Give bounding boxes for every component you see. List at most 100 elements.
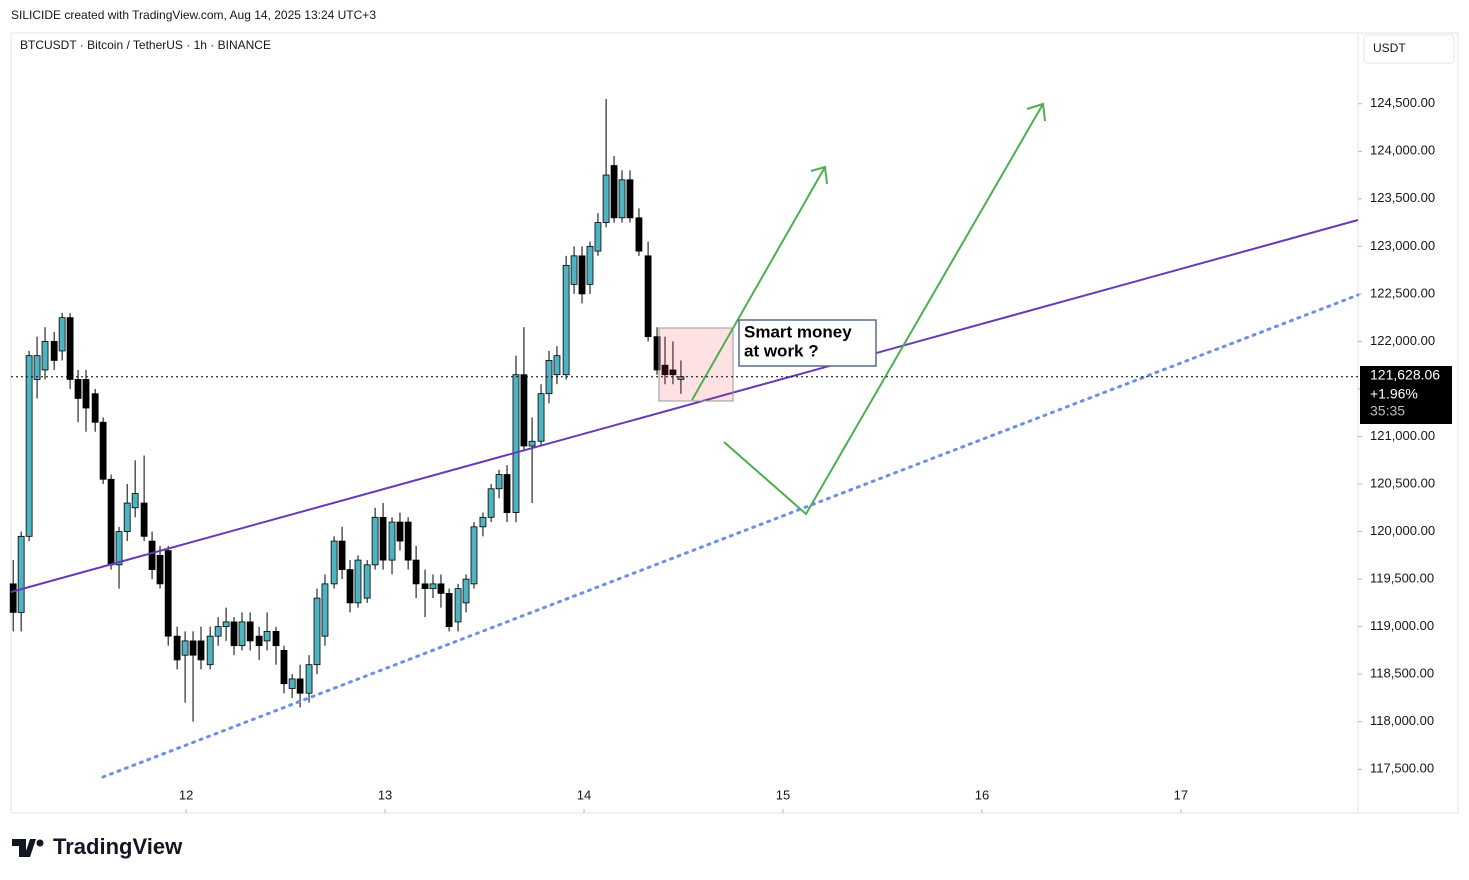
candles (9, 98, 685, 722)
candle-body (618, 179, 626, 219)
candle-body (25, 355, 33, 537)
arrow-head (1026, 102, 1046, 122)
candle-body (181, 640, 189, 656)
candle-body (74, 379, 82, 399)
pane-border (10, 32, 1459, 814)
x-tick-label: 16 (975, 787, 989, 802)
candle-body (173, 635, 181, 661)
y-tick-label: 122,000.00 (1370, 333, 1435, 348)
candle-body (388, 521, 396, 561)
candle-body (330, 540, 338, 585)
candle-body (272, 631, 280, 647)
candle-body (562, 264, 570, 376)
candle-body (626, 179, 634, 219)
candle-body (412, 559, 420, 585)
candle-body (214, 626, 222, 637)
y-tick-label: 119,500.00 (1370, 571, 1434, 586)
candle-body (222, 621, 230, 628)
candle-body (669, 369, 677, 376)
candle-body (41, 341, 49, 371)
candle-body (140, 502, 148, 537)
candle-body (9, 583, 17, 613)
candle-body (131, 493, 139, 509)
logo-text: TradingView (53, 834, 183, 859)
logo: TradingView (12, 834, 183, 859)
candle-body (50, 341, 58, 361)
candle-body (164, 550, 172, 637)
candle-body (454, 588, 462, 623)
candle-body (82, 379, 90, 409)
currency-box[interactable] (1363, 34, 1455, 64)
y-tick-label: 119,000.00 (1370, 618, 1434, 633)
arrow-head (810, 165, 828, 185)
candle-body (263, 631, 271, 642)
logo-mark (12, 839, 36, 857)
x-tick-label: 14 (577, 787, 591, 802)
candle-body (445, 592, 453, 628)
candle-body (570, 255, 578, 285)
candle-body (594, 222, 602, 252)
candle-body (363, 564, 371, 599)
y-tick-label: 124,500.00 (1370, 95, 1435, 110)
candle-body (610, 165, 618, 219)
candle-body (644, 255, 652, 338)
candle-body (470, 526, 478, 585)
candle-body (429, 583, 437, 590)
arrow (723, 103, 1044, 516)
candle-body (288, 678, 296, 689)
candle-body (230, 621, 238, 647)
candle-body (206, 635, 214, 666)
candle-body (602, 174, 610, 223)
y-tick-label: 117,500.00 (1370, 761, 1434, 776)
candle-body (354, 559, 362, 604)
candle-body (495, 474, 503, 490)
candle-body (512, 374, 520, 513)
candle-body (578, 255, 586, 295)
currency: USDT (1373, 41, 1406, 55)
trendline (10, 219, 1359, 593)
y-tick-label: 120,000.00 (1370, 523, 1435, 538)
candle-body (553, 355, 561, 376)
last-price: 121,628.06 (1370, 367, 1440, 383)
candle-body (66, 317, 74, 380)
symbol: BTCUSDT · Bitcoin / TetherUS · 1h · BINA… (20, 38, 271, 52)
candle-body (115, 531, 123, 566)
y-tick-label: 121,000.00 (1370, 428, 1435, 443)
candle-body (17, 535, 25, 613)
candle-body (487, 488, 495, 518)
candle-body (479, 516, 487, 528)
logo-dot (36, 839, 44, 847)
candle-body (635, 217, 643, 252)
y-tick-label: 124,000.00 (1370, 143, 1435, 158)
x-tick-label: 17 (1174, 787, 1188, 802)
candle-body (653, 336, 661, 371)
candle-body (371, 516, 379, 566)
candle-body (396, 521, 404, 542)
x-tick-label: 15 (776, 787, 790, 802)
zone-box (658, 327, 734, 402)
credit: SILICIDE created with TradingView.com, A… (11, 8, 376, 22)
candle-body (437, 583, 445, 594)
candle-body (197, 640, 205, 661)
countdown: 35:35 (1370, 403, 1405, 419)
candle-body (462, 578, 470, 604)
candle-body (107, 478, 115, 566)
candle-body (156, 554, 164, 585)
candle-body (404, 521, 412, 561)
candle-body (346, 569, 354, 604)
candle-body (91, 393, 99, 423)
y-tick-label: 123,000.00 (1370, 238, 1435, 253)
candle-body (537, 393, 545, 442)
candle-body (123, 502, 131, 532)
candle-body (661, 364, 669, 376)
annotation-box (738, 319, 877, 367)
annotation: at work ? (744, 341, 819, 360)
arrows (691, 102, 1046, 516)
candle-body (99, 421, 107, 480)
y-tick-label: 122,500.00 (1370, 285, 1435, 300)
candle-body (280, 650, 288, 685)
candle-body (503, 474, 511, 513)
y-tick-label: 123,500.00 (1370, 190, 1435, 205)
